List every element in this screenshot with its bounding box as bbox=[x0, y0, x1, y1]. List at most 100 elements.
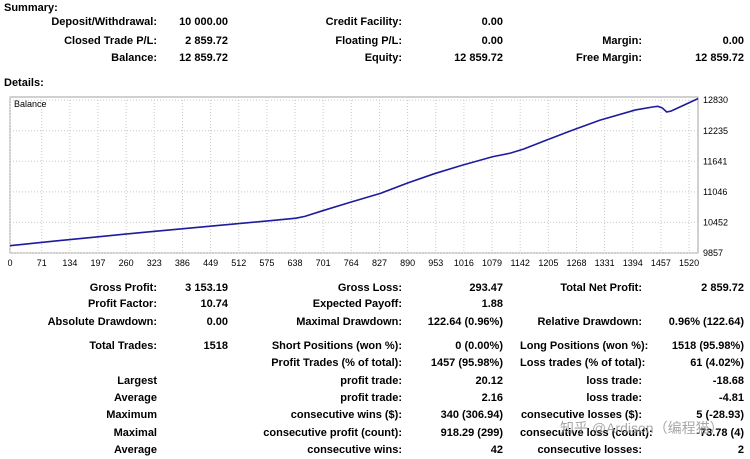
summary-l1-1: Closed Trade P/L: bbox=[64, 35, 157, 47]
watermark: 知乎 @Ardison（编程猫） bbox=[560, 420, 724, 436]
y-tick-label: 9857 bbox=[703, 248, 723, 258]
summary-v1-0: 10 000.00 bbox=[179, 16, 228, 28]
detail-v3-5: -18.68 bbox=[712, 375, 744, 387]
detail-l3-3: Long Positions (won %): bbox=[520, 340, 649, 352]
detail-v3-6: -4.81 bbox=[718, 392, 744, 404]
y-tick-label: 12830 bbox=[703, 95, 728, 105]
legend-label: Balance bbox=[14, 99, 47, 109]
y-tick-label: 10452 bbox=[703, 217, 728, 227]
x-tick-label: 323 bbox=[147, 258, 162, 268]
detail-l2-7: consecutive wins ($): bbox=[290, 409, 402, 421]
detail-l3-9: consecutive losses: bbox=[537, 444, 642, 456]
detail-v3-0: 2 859.72 bbox=[701, 282, 744, 294]
detail-v2-3: 0 (0.00%) bbox=[455, 340, 503, 352]
summary-l1-2: Balance: bbox=[111, 52, 157, 64]
summary-v2-2: 12 859.72 bbox=[454, 52, 503, 64]
detail-l3-0: Total Net Profit: bbox=[560, 282, 642, 294]
summary-l2-2: Equity: bbox=[364, 52, 402, 64]
detail-l2-4: Profit Trades (% of total): bbox=[271, 357, 402, 369]
detail-l3-5: loss trade: bbox=[586, 375, 642, 387]
summary-heading: Summary: bbox=[4, 2, 58, 14]
x-tick-label: 638 bbox=[288, 258, 303, 268]
summary-v3-1: 0.00 bbox=[722, 35, 744, 47]
x-tick-label: 1394 bbox=[623, 258, 643, 268]
detail-v3-9: 2 bbox=[737, 444, 744, 456]
x-tick-label: 701 bbox=[316, 258, 331, 268]
y-tick-label: 11046 bbox=[703, 187, 727, 197]
summary-l3-1: Margin: bbox=[602, 35, 642, 47]
summary-l2-0: Credit Facility: bbox=[325, 16, 402, 28]
x-tick-label: 134 bbox=[62, 258, 77, 268]
x-tick-label: 827 bbox=[372, 258, 387, 268]
detail-v3-7: 5 (-28.93) bbox=[696, 409, 744, 421]
x-tick-label: 1142 bbox=[511, 258, 530, 268]
plot-frame bbox=[9, 96, 699, 254]
detail-l2-6: profit trade: bbox=[340, 392, 402, 404]
x-tick-label: 197 bbox=[90, 258, 105, 268]
detail-l3-2: Relative Drawdown: bbox=[537, 316, 642, 328]
x-tick-label: 71 bbox=[37, 258, 47, 268]
detail-v3-3: 1518 (95.98%) bbox=[671, 340, 744, 352]
detail-v1-0: 3 153.19 bbox=[185, 282, 228, 294]
detail-l1-5: Largest bbox=[117, 375, 157, 387]
detail-v2-4: 1457 (95.98%) bbox=[430, 357, 503, 369]
summary-v2-0: 0.00 bbox=[481, 16, 503, 28]
detail-l3-4: Loss trades (% of total): bbox=[520, 357, 646, 369]
balance-line bbox=[9, 97, 699, 247]
detail-v1-3: 1518 bbox=[203, 340, 228, 352]
x-tick-label: 575 bbox=[259, 258, 274, 268]
detail-l2-1: Expected Payoff: bbox=[312, 298, 402, 310]
x-tick-label: 1205 bbox=[538, 258, 558, 268]
detail-v2-8: 918.29 (299) bbox=[440, 427, 503, 439]
detail-l3-6: loss trade: bbox=[586, 392, 642, 404]
detail-v2-6: 2.16 bbox=[481, 392, 503, 404]
x-tick-label: 1268 bbox=[566, 258, 586, 268]
x-tick-label: 1520 bbox=[679, 258, 699, 268]
balance-chart: 0 71 134 197 260 323 386 449 512 575 638 701 764 827 8… bbox=[8, 95, 728, 268]
x-tick-label: 890 bbox=[400, 258, 415, 268]
detail-v2-1: 1.88 bbox=[481, 298, 503, 310]
summary-v3-2: 12 859.72 bbox=[695, 52, 744, 64]
summary-l1-0: Deposit/Withdrawal: bbox=[51, 16, 157, 28]
summary-l2-1: Floating P/L: bbox=[335, 35, 402, 47]
x-tick-label: 260 bbox=[119, 258, 134, 268]
y-tick-label: 11641 bbox=[703, 156, 727, 166]
x-tick-label: 449 bbox=[203, 258, 218, 268]
summary-v1-2: 12 859.72 bbox=[179, 52, 228, 64]
detail-v1-1: 10.74 bbox=[200, 298, 228, 310]
detail-l1-6: Average bbox=[113, 392, 157, 404]
x-tick-label: 1079 bbox=[482, 258, 502, 268]
detail-v3-4: 61 (4.02%) bbox=[690, 357, 744, 369]
y-tick-label: 12235 bbox=[703, 126, 728, 136]
x-tick-label: 953 bbox=[428, 258, 443, 268]
detail-l2-2: Maximal Drawdown: bbox=[296, 316, 402, 328]
detail-l2-3: Short Positions (won %): bbox=[271, 340, 402, 352]
detail-l1-9: Average bbox=[113, 444, 157, 456]
x-tick-label: 1331 bbox=[595, 258, 615, 268]
detail-l2-8: consecutive profit (count): bbox=[263, 427, 402, 439]
detail-l2-5: profit trade: bbox=[340, 375, 402, 387]
x-tick-label: 386 bbox=[175, 258, 190, 268]
detail-v2-2: 122.64 (0.96%) bbox=[427, 316, 503, 328]
summary-v1-1: 2 859.72 bbox=[185, 35, 228, 47]
detail-v2-7: 340 (306.94) bbox=[440, 409, 503, 421]
details-heading: Details: bbox=[4, 77, 44, 89]
summary-v2-1: 0.00 bbox=[481, 35, 503, 47]
detail-v3-8: -73.78 (4) bbox=[696, 427, 744, 439]
detail-l1-1: Profit Factor: bbox=[87, 298, 157, 310]
detail-v1-2: 0.00 bbox=[206, 316, 228, 328]
detail-l2-0: Gross Loss: bbox=[337, 282, 402, 294]
detail-l1-3: Total Trades: bbox=[89, 340, 157, 352]
detail-l1-2: Absolute Drawdown: bbox=[47, 316, 157, 328]
detail-l1-8: Maximal bbox=[113, 427, 157, 439]
x-tick-label: 764 bbox=[344, 258, 359, 268]
summary-l3-2: Free Margin: bbox=[575, 52, 642, 64]
x-tick-label: 1457 bbox=[651, 258, 671, 268]
x-tick-label: 512 bbox=[231, 258, 246, 268]
detail-l3-8: consecutive loss (count): bbox=[520, 427, 653, 439]
detail-v3-2: 0.96% (122.64) bbox=[668, 316, 744, 328]
detail-v2-0: 293.47 bbox=[469, 282, 503, 294]
detail-l3-7: consecutive losses ($): bbox=[520, 409, 642, 421]
detail-l2-9: consecutive wins: bbox=[307, 444, 402, 456]
detail-v2-5: 20.12 bbox=[475, 375, 503, 387]
